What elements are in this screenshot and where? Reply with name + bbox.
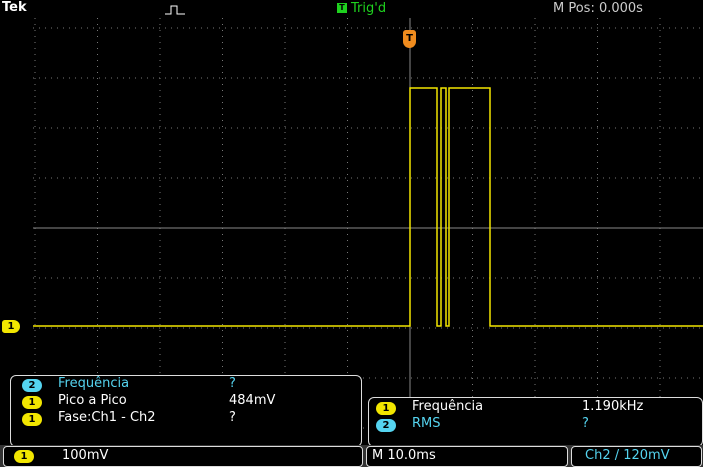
channel-marker: 1 [2, 320, 20, 333]
measure-value: ? [229, 410, 236, 425]
trigger-icon: T [337, 3, 347, 13]
channel-badge: 2 [22, 379, 42, 392]
trigger-status: Trig'd [351, 1, 386, 16]
measure-value: ? [229, 376, 236, 391]
channel-badge: 1 [376, 402, 396, 415]
measure-name: RMS [412, 416, 441, 431]
footer-box [3, 446, 363, 467]
scale: 100mV [62, 448, 108, 463]
timebase: M 10.0ms [372, 448, 436, 463]
trigger-marker: T [403, 30, 416, 48]
channel-badge: 1 [22, 413, 42, 426]
channel-badge: 1 [14, 450, 34, 463]
measure-value: ? [582, 416, 589, 431]
measure-name: Pico a Pico [58, 393, 127, 408]
measure-name: Frequência [58, 376, 129, 391]
pulse-icon [165, 4, 185, 16]
measure-value: 484mV [229, 393, 275, 408]
channel-badge: 1 [22, 396, 42, 409]
measure-name: Fase:Ch1 - Ch2 [58, 410, 156, 425]
position: M Pos: 0.000s [553, 1, 643, 16]
scope-screen: Tek T Trig'd M Pos: 0.000s T 1 2 Frequênc… [0, 0, 703, 467]
trigger-setting: Ch2 / 120mV [585, 448, 670, 463]
measure-value: 1.190kHz [582, 399, 643, 414]
channel-badge: 2 [376, 419, 396, 432]
brand: Tek [2, 0, 27, 15]
measure-name: Frequência [412, 399, 483, 414]
